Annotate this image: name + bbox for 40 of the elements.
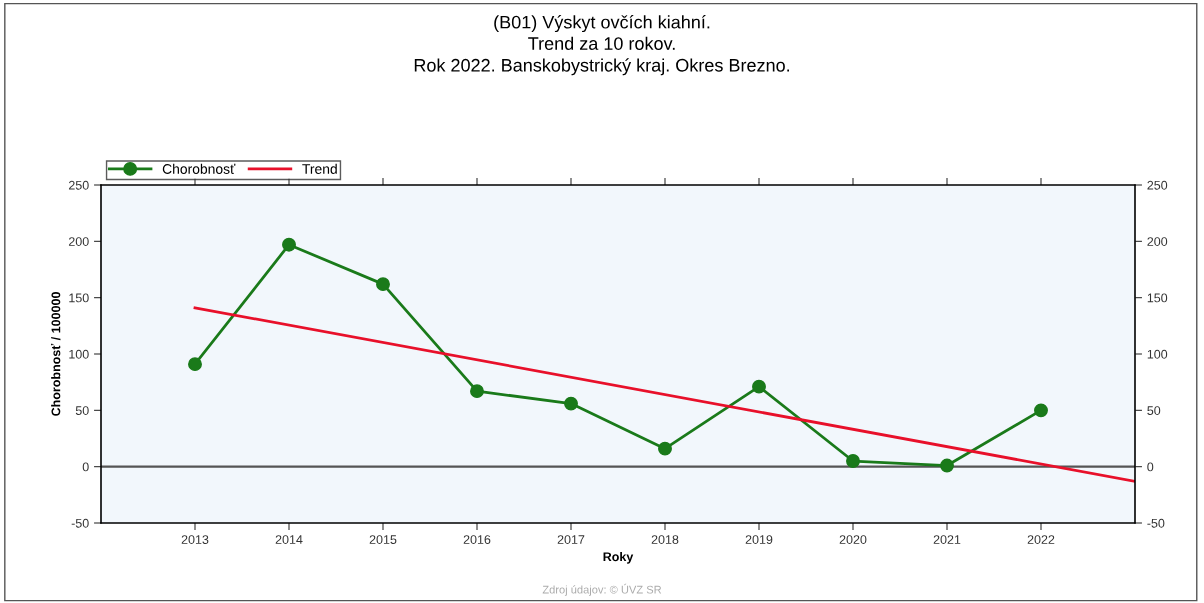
- legend-label: Chorobnosť: [162, 163, 236, 174]
- y-tick-label: 100: [69, 349, 89, 359]
- point: [940, 458, 954, 473]
- x-tick-label: 2021: [933, 535, 961, 544]
- point: [376, 277, 390, 292]
- point: [188, 357, 202, 372]
- x-tick-label: 2016: [463, 535, 491, 544]
- x-tick-label: 2015: [369, 535, 397, 544]
- point: [564, 396, 578, 411]
- x-tick-label: 2019: [745, 535, 773, 544]
- y2-tick-label: 250: [1147, 180, 1168, 190]
- x-tick-label: 2017: [557, 535, 585, 544]
- point: [282, 237, 296, 252]
- y2-tick-label: -50: [1147, 518, 1165, 528]
- x-tick-label: 2020: [839, 535, 867, 544]
- y-tick-label: 50: [75, 406, 89, 415]
- y-tick-label: 0: [82, 462, 89, 472]
- x-tick-label: 2013: [181, 535, 209, 544]
- y-tick-label: 200: [68, 237, 89, 246]
- text: Zdroj údajov: © ÚVZ SR: [542, 583, 662, 596]
- x-tick-label: 2018: [651, 535, 679, 544]
- x-axis-title: Roky: [603, 552, 634, 564]
- y2-tick-label: 50: [1147, 406, 1161, 415]
- chart-title: (B01) Výskyt ovčích kiahní. Trend za 10 rokov. Rok 2022. Banskobystrický kraj. Okres Brezno.: [414, 15, 790, 76]
- point: [1034, 403, 1048, 418]
- y2-tick-label: 100: [1147, 349, 1168, 359]
- y-tick-label: -50: [71, 518, 89, 528]
- y2-tick-label: 0: [1147, 462, 1154, 472]
- x-tick-label: 2014: [275, 535, 303, 544]
- point: [470, 384, 484, 399]
- y-tick-label: 250: [68, 180, 89, 190]
- legend-label: Trend: [302, 163, 337, 174]
- point: [658, 441, 672, 456]
- y2-tick-label: 150: [1147, 293, 1168, 303]
- x-tick-label: 2022: [1027, 535, 1055, 544]
- y-tick-label: 150: [69, 293, 89, 303]
- point: [752, 379, 766, 394]
- y-axis-title: Chorobnosť / 100000: [51, 292, 61, 416]
- y2-tick-label: 200: [1147, 237, 1168, 246]
- point: [846, 454, 860, 468]
